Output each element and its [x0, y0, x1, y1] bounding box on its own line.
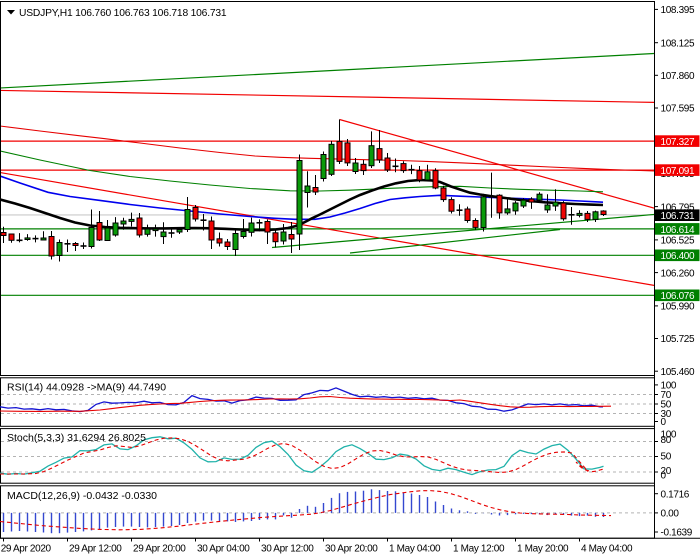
svg-text:100: 100 [661, 430, 677, 441]
svg-text:30: 30 [661, 409, 672, 420]
svg-text:107.860: 107.860 [661, 71, 695, 82]
svg-text:108.395: 108.395 [661, 5, 695, 16]
svg-text:105.725: 105.725 [661, 334, 695, 345]
svg-text:1 May 20:00: 1 May 20:00 [517, 544, 569, 555]
svg-text:-0.1639: -0.1639 [661, 528, 693, 539]
svg-text:50: 50 [661, 400, 672, 411]
svg-text:107.091: 107.091 [661, 166, 695, 177]
svg-text:105.990: 105.990 [661, 302, 695, 313]
svg-text:107.595: 107.595 [661, 104, 695, 115]
svg-text:106.525: 106.525 [661, 236, 695, 247]
svg-text:1 May 12:00: 1 May 12:00 [453, 544, 505, 555]
svg-text:106.400: 106.400 [661, 251, 695, 262]
svg-text:29 Apr 12:00: 29 Apr 12:00 [69, 544, 122, 555]
svg-text:106.076: 106.076 [661, 291, 695, 302]
svg-text:29 Apr 20:00: 29 Apr 20:00 [133, 544, 186, 555]
svg-text:107.327: 107.327 [661, 137, 695, 148]
svg-text:0: 0 [661, 417, 667, 428]
svg-text:30 Apr 12:00: 30 Apr 12:00 [261, 544, 314, 555]
svg-text:106.731: 106.731 [661, 211, 695, 222]
svg-text:RSI(14) 44.0928 ->MA(9) 44.74: RSI(14) 44.0928 ->MA(9) 44.7490 [7, 382, 166, 394]
svg-text:105.460: 105.460 [661, 367, 695, 378]
svg-text:1 May 04:00: 1 May 04:00 [389, 544, 441, 555]
svg-text:70: 70 [661, 390, 672, 401]
svg-text:USDJPY,H1 106.760 106.763 106: USDJPY,H1 106.760 106.763 106.718 106.73… [19, 8, 227, 19]
svg-text:MACD(12,26,9) -0.0432 -0.0330: MACD(12,26,9) -0.0432 -0.0330 [7, 490, 157, 502]
svg-text:30 Apr 20:00: 30 Apr 20:00 [325, 544, 378, 555]
svg-text:4 May 04:00: 4 May 04:00 [581, 544, 633, 555]
svg-text:Stoch(5,3,3) 31.6294 26.8025: Stoch(5,3,3) 31.6294 26.8025 [7, 432, 146, 444]
svg-text:20: 20 [661, 466, 672, 477]
svg-text:106.260: 106.260 [661, 268, 695, 279]
svg-text:108.125: 108.125 [661, 38, 695, 49]
svg-text:30 Apr 04:00: 30 Apr 04:00 [197, 544, 250, 555]
svg-text:80: 80 [661, 435, 672, 446]
svg-text:106.795: 106.795 [661, 202, 695, 213]
svg-text:0.00: 0.00 [661, 509, 680, 520]
svg-text:0: 0 [661, 471, 667, 482]
svg-text:50: 50 [661, 452, 672, 463]
svg-text:29 Apr 2020: 29 Apr 2020 [1, 544, 52, 555]
svg-text:106.614: 106.614 [661, 225, 695, 236]
svg-text:100: 100 [661, 381, 677, 392]
svg-text:0.1716: 0.1716 [661, 489, 690, 500]
